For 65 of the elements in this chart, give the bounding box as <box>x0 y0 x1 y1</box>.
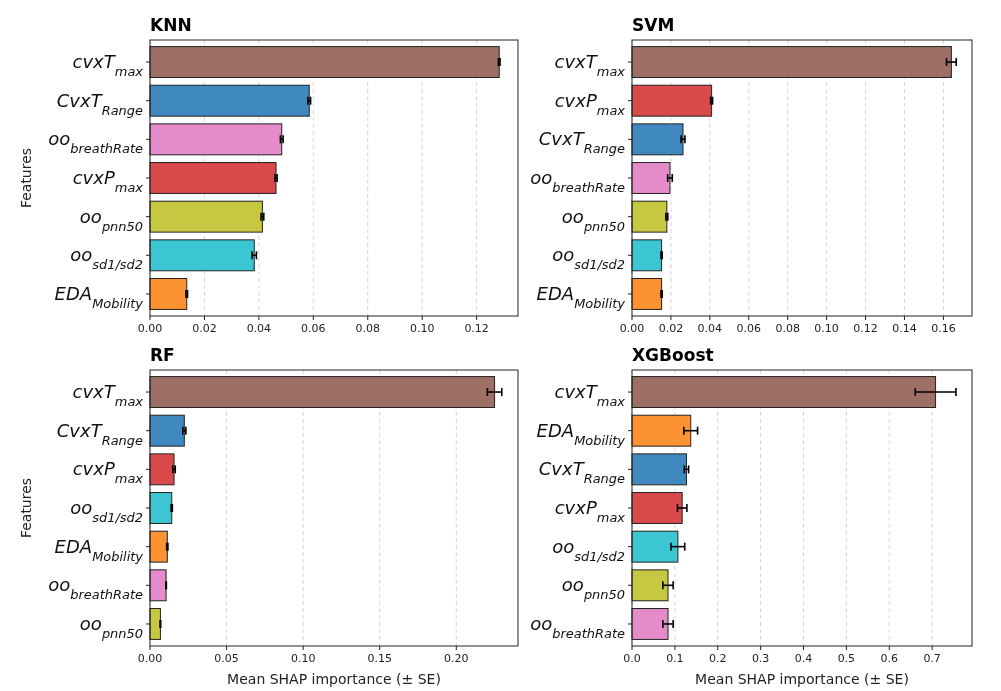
y-tick-label: oo$_{sd1/sd2}$ <box>552 535 625 564</box>
y-tick-label: CvxT$_{Range}$ <box>56 89 144 118</box>
y-axis-title: Features <box>18 477 34 539</box>
y-tick-label: oo$_{breathRate}$ <box>48 574 144 602</box>
y-tick-label: EDA$_{Mobility}$ <box>54 282 144 311</box>
y-tick-label: cvxP$_{max}$ <box>554 89 626 118</box>
y-tick-label: oo$_{sd1/sd2}$ <box>70 244 143 272</box>
y-tick-label: oo$_{breathRate}$ <box>530 167 626 195</box>
chart-title: RF <box>150 345 175 365</box>
x-tick-label: 0.04 <box>697 322 723 335</box>
chart-title: XGBoost <box>632 345 714 365</box>
y-tick-label: oo$_{pnn50}$ <box>561 574 625 602</box>
x-tick-label: 0.12 <box>464 322 489 335</box>
x-tick-label: 0.10 <box>814 322 839 335</box>
y-tick-label: cvxP$_{max}$ <box>72 167 144 195</box>
x-tick-label: 0.05 <box>214 652 239 665</box>
y-tick-label: oo$_{pnn50}$ <box>561 205 625 234</box>
x-tick-label: 0.00 <box>137 652 163 665</box>
x-tick-label: 0.06 <box>736 322 762 335</box>
y-axis-title: Features <box>18 147 34 209</box>
x-tick-label: 0.08 <box>355 322 380 335</box>
y-tick-label: cvxP$_{max}$ <box>72 458 144 486</box>
x-tick-label: 0.6 <box>880 652 898 665</box>
y-tick-label: oo$_{breathRate}$ <box>48 128 144 156</box>
x-tick-label: 0.1 <box>666 652 684 665</box>
y-tick-label: cvxT$_{max}$ <box>554 51 626 79</box>
y-tick-label: CvxT$_{Range}$ <box>56 419 144 448</box>
x-tick-label: 0.02 <box>192 322 217 335</box>
y-tick-label: EDA$_{Mobility}$ <box>536 419 626 448</box>
x-tick-label: 0.14 <box>892 322 917 335</box>
y-tick-label: EDA$_{Mobility}$ <box>54 535 144 564</box>
x-tick-label: 0.02 <box>658 322 684 335</box>
x-tick-label: 0.10 <box>409 322 435 335</box>
y-tick-label: oo$_{pnn50}$ <box>79 612 143 641</box>
x-tick-label: 0.00 <box>619 322 645 335</box>
x-tick-label: 0.12 <box>853 322 878 335</box>
x-tick-label: 0.2 <box>709 652 727 665</box>
x-tick-label: 0.3 <box>751 652 770 665</box>
x-tick-label: 0.7 <box>923 652 941 665</box>
x-tick-label: 0.4 <box>794 652 813 665</box>
x-tick-label: 0.10 <box>290 652 316 665</box>
y-tick-label: cvxT$_{max}$ <box>72 381 144 409</box>
x-tick-label: 0.06 <box>301 322 326 335</box>
x-tick-label: 0.08 <box>775 322 800 335</box>
y-tick-label: oo$_{sd1/sd2}$ <box>70 497 143 525</box>
x-tick-label: 0.20 <box>444 652 469 665</box>
y-tick-label: oo$_{breathRate}$ <box>530 612 626 641</box>
y-tick-label: cvxT$_{max}$ <box>554 381 626 409</box>
y-tick-label: oo$_{pnn50}$ <box>79 205 143 234</box>
chart-title: KNN <box>150 15 192 35</box>
x-tick-label: 0.16 <box>931 322 956 335</box>
x-tick-label: 0.5 <box>837 652 856 665</box>
y-tick-label: oo$_{sd1/sd2}$ <box>552 244 625 272</box>
x-axis-title: Mean SHAP importance (± SE) <box>227 671 441 687</box>
x-tick-label: 0.15 <box>367 652 392 665</box>
y-tick-label: cvxP$_{max}$ <box>554 497 626 525</box>
x-tick-label: 0.0 <box>623 652 641 665</box>
x-tick-label: 0.00 <box>137 322 163 335</box>
y-tick-label: EDA$_{Mobility}$ <box>536 282 626 311</box>
y-tick-label: cvxT$_{max}$ <box>72 51 144 79</box>
y-tick-label: CvxT$_{Range}$ <box>538 128 626 156</box>
chart-title: SVM <box>632 15 675 35</box>
y-tick-label: CvxT$_{Range}$ <box>538 458 626 486</box>
x-axis-title: Mean SHAP importance (± SE) <box>695 671 909 687</box>
x-tick-label: 0.04 <box>246 322 272 335</box>
